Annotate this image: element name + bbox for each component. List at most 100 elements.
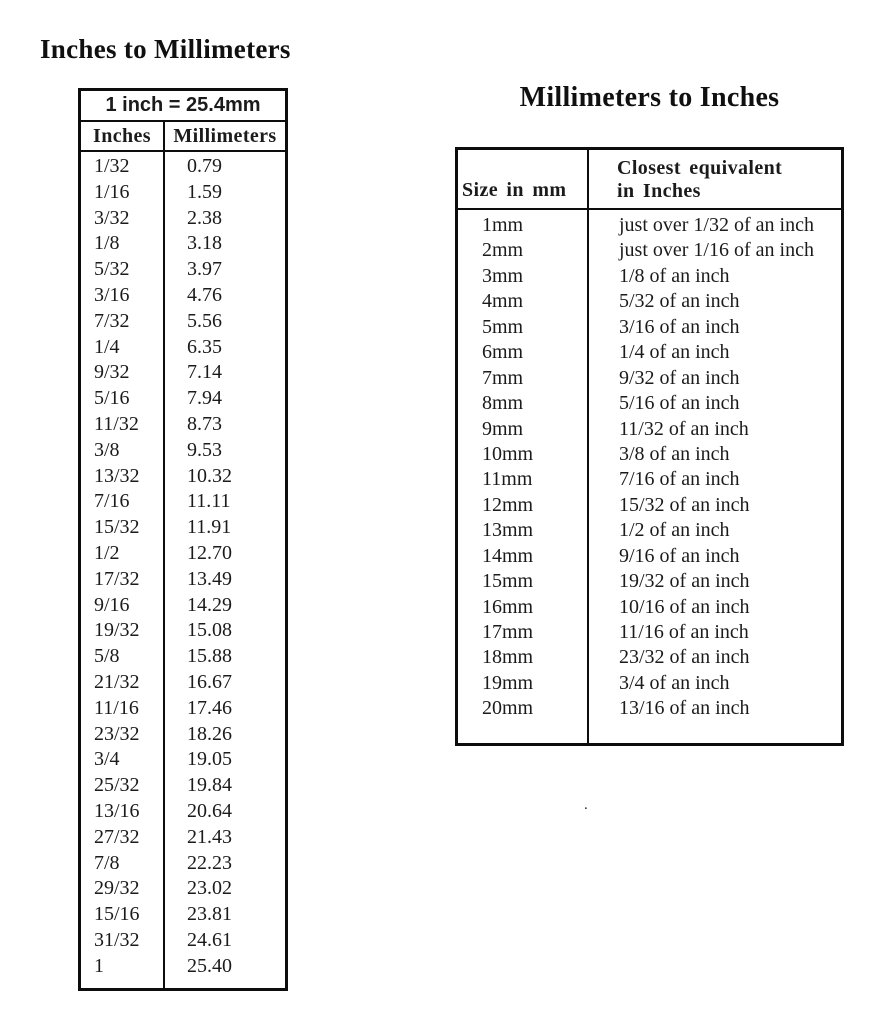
millimeters-value: 20.64 <box>187 799 232 822</box>
millimeters-value: 19.05 <box>187 748 232 771</box>
inches-equivalent-value: 1/4 of an inch <box>619 341 730 364</box>
millimeters-value: 25.40 <box>187 954 232 977</box>
size-mm-value: 9mm <box>482 417 524 440</box>
millimeters-value: 21.43 <box>187 825 232 848</box>
inches-equivalent-value: 5/16 of an inch <box>619 392 740 415</box>
size-mm-value: 12mm <box>482 493 534 516</box>
inches-equivalent-value: 9/16 of an inch <box>619 544 740 567</box>
size-mm-value: 18mm <box>482 646 534 669</box>
inches-value: 19/32 <box>94 619 140 642</box>
inches-equivalent-value: just over 1/16 of an inch <box>619 239 814 262</box>
inches-equivalent-value: 3/8 of an inch <box>619 442 730 465</box>
millimeters-value: 16.67 <box>187 670 232 693</box>
millimeters-value: 7.14 <box>187 361 222 384</box>
inches-value: 5/8 <box>94 645 120 668</box>
size-mm-value: 1mm <box>482 214 524 236</box>
size-mm-value: 2mm <box>482 239 524 262</box>
millimeters-value: 23.81 <box>187 903 232 926</box>
size-mm-value: 4mm <box>482 290 524 313</box>
inches-equivalent-value: 19/32 of an inch <box>619 570 750 593</box>
millimeters-value: 8.73 <box>187 412 222 435</box>
inches-value: 1/16 <box>94 180 130 203</box>
millimeters-value: 7.94 <box>187 387 222 410</box>
millimeters-value: 5.56 <box>187 309 222 332</box>
stray-period-mark: . <box>584 797 588 813</box>
inches-equivalent-column: just over 1/32 of an inch just over 1/16 … <box>587 210 841 743</box>
inches-value: 3/8 <box>94 438 120 461</box>
inches-value: 15/16 <box>94 903 140 926</box>
size-mm-value: 3mm <box>482 264 524 287</box>
size-mm-value: 14mm <box>482 544 534 567</box>
size-mm-value: 13mm <box>482 519 534 542</box>
inches-equivalent-value: 3/16 of an inch <box>619 315 740 338</box>
millimeters-value: 3.97 <box>187 258 222 281</box>
inches-value: 21/32 <box>94 670 140 693</box>
right-table-body: 1mm 2mm 3mm 4mm 5mm 6mm 7mm 8mm 9mm 10mm 11mm 12mm 1… <box>458 210 841 743</box>
inches-equivalent-value: 1/2 of an inch <box>619 519 730 542</box>
col-header-inches: Inches <box>93 124 151 147</box>
inches-value: 1/8 <box>94 232 120 255</box>
size-mm-value: 6mm <box>482 341 524 364</box>
inches-equivalent-value: 13/16 of an inch <box>619 697 750 720</box>
inches-value: 13/32 <box>94 464 140 487</box>
inches-value: 9/16 <box>94 593 130 616</box>
size-mm-value: 19mm <box>482 671 534 694</box>
inches-value: 1/4 <box>94 335 120 358</box>
size-mm-value: 8mm <box>482 392 524 415</box>
inches-value: 1 <box>94 954 104 977</box>
millimeters-value: 23.02 <box>187 877 232 900</box>
inches-equivalent-value: 1/8 of an inch <box>619 264 730 287</box>
millimeters-column: 0.79 1.59 2.38 3.18 3.97 4.76 5.56 6.35 7.14 7.94… <box>163 152 285 988</box>
inches-value: 7/32 <box>94 309 130 332</box>
inches-equivalent-value: 5/32 of an inch <box>619 290 740 313</box>
millimeters-value: 12.70 <box>187 541 232 564</box>
size-mm-value: 11mm <box>482 468 533 491</box>
size-mm-value: 5mm <box>482 315 524 338</box>
inches-value: 5/32 <box>94 258 130 281</box>
millimeters-value: 3.18 <box>187 232 222 255</box>
inches-value: 29/32 <box>94 877 140 900</box>
closest-equivalent-line1: Closest equivalent <box>617 157 783 179</box>
size-mm-value: 10mm <box>482 442 534 465</box>
millimeters-value: 15.88 <box>187 645 232 668</box>
inches-value: 1/32 <box>94 155 130 177</box>
left-table-body: 1/32 1/16 3/32 1/8 5/32 3/16 7/32 1/4 9/32 5/16 11… <box>81 152 285 988</box>
inches-equivalent-value: 7/16 of an inch <box>619 468 740 491</box>
millimeters-value: 22.23 <box>187 851 232 874</box>
inches-equivalent-value: just over 1/32 of an inch <box>619 214 814 236</box>
size-mm-column: 1mm 2mm 3mm 4mm 5mm 6mm 7mm 8mm 9mm 10mm 11mm 12mm 1… <box>458 210 587 743</box>
inches-to-mm-table: 1 inch = 25.4mm Inches Millimeters 1/32 1… <box>78 88 288 991</box>
size-mm-value: 15mm <box>482 570 534 593</box>
millimeters-value: 19.84 <box>187 774 232 797</box>
millimeters-value: 6.35 <box>187 335 222 358</box>
inches-value: 11/32 <box>94 412 139 435</box>
size-mm-value: 17mm <box>482 621 534 643</box>
millimeters-value: 11.11 <box>187 490 231 513</box>
inches-equivalent-value: 11/16 of an inch <box>619 621 749 643</box>
inches-equivalent-value: 23/32 of an inch <box>619 646 750 669</box>
left-table-column-headers: Inches Millimeters <box>81 122 285 152</box>
inches-equivalent-value: 3/4 of an inch <box>619 671 730 694</box>
millimeters-value: 9.53 <box>187 438 222 461</box>
millimeters-value: 15.08 <box>187 619 232 642</box>
col-header-millimeters: Millimeters <box>163 122 285 150</box>
inches-value: 3/32 <box>94 206 130 229</box>
inches-value: 15/32 <box>94 516 140 539</box>
inches-value: 5/16 <box>94 387 130 410</box>
inches-value: 9/32 <box>94 361 130 384</box>
millimeters-value: 14.29 <box>187 593 232 616</box>
inches-value: 17/32 <box>94 567 140 590</box>
closest-equivalent-line2: in Inches <box>617 180 701 202</box>
inches-value: 11/16 <box>94 696 139 719</box>
conversion-fact-header: 1 inch = 25.4mm <box>81 91 285 122</box>
size-mm-value: 20mm <box>482 697 534 720</box>
millimeters-value: 4.76 <box>187 283 222 306</box>
inches-equivalent-value: 11/32 of an inch <box>619 417 749 440</box>
inches-value: 7/16 <box>94 490 130 513</box>
millimeters-value: 2.38 <box>187 206 222 229</box>
millimeters-value: 11.91 <box>187 516 232 539</box>
inches-value: 1/2 <box>94 541 120 564</box>
mm-to-inches-table: Size in mm Closest equivalent in Inches … <box>455 147 844 746</box>
millimeters-value: 17.46 <box>187 696 232 719</box>
